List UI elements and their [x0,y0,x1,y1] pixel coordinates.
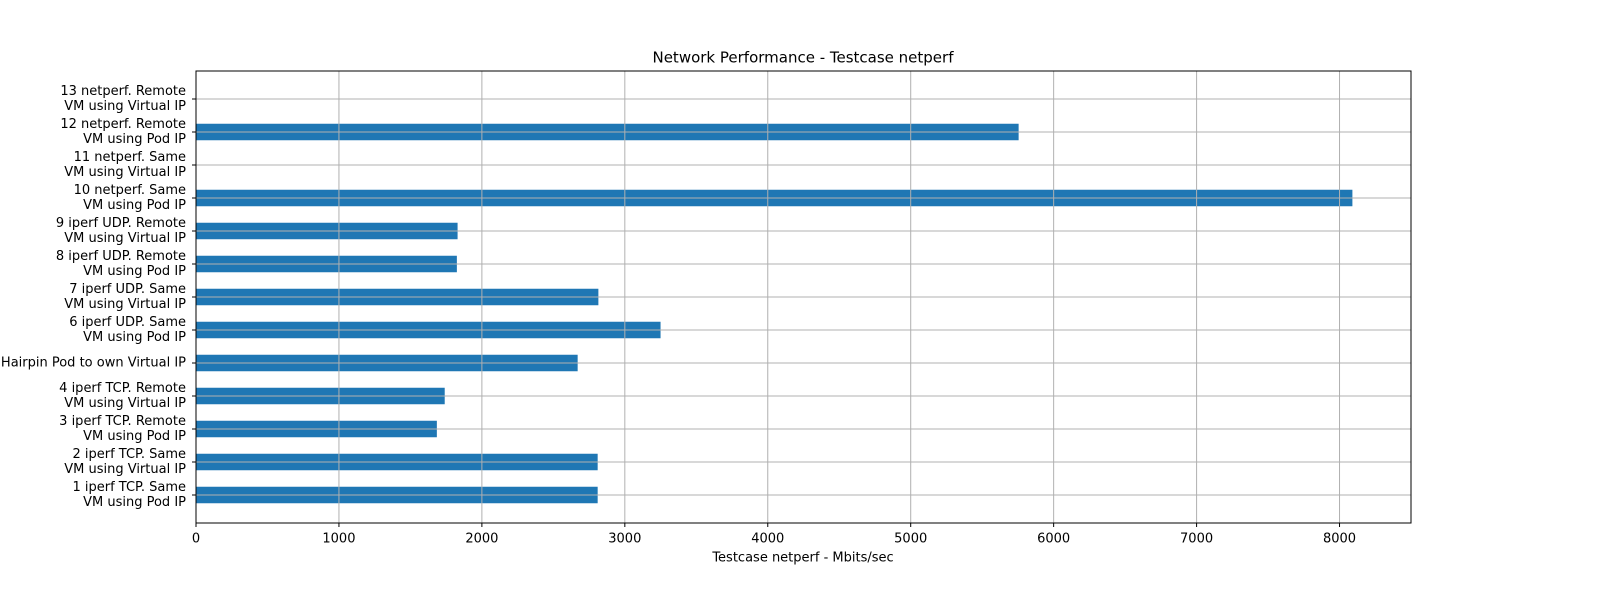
y-tick-label: 1 iperf TCP. Same VM using Pod IP [72,480,186,510]
x-tick-label: 1000 [322,532,355,547]
y-tick-label: 11 netperf. Same VM using Virtual IP [64,150,186,180]
y-tick-label: 4 iperf TCP. Remote VM using Virtual IP [59,381,186,411]
y-tick-label: 8 iperf UDP. Remote VM using Pod IP [55,249,186,279]
x-tick-label: 4000 [751,532,784,547]
chart-title: Network Performance - Testcase netperf [652,49,954,67]
y-tick-label: 12 netperf. Remote VM using Pod IP [60,117,186,147]
x-axis-label: Testcase netperf - Mbits/sec [711,551,893,566]
x-tick-label: 3000 [608,532,641,547]
y-tick-label: 13 netperf. Remote VM using Virtual IP [60,84,186,114]
x-tick-label: 7000 [1180,532,1213,547]
x-tick-label: 5000 [894,532,927,547]
y-tick-label: 5 Hairpin Pod to own Virtual IP [0,355,186,371]
x-tick-label: 6000 [1037,532,1070,547]
y-tick-label: 10 netperf. Same VM using Pod IP [73,183,186,213]
y-tick-label: 2 iperf TCP. Same VM using Virtual IP [64,447,186,477]
x-tick-label: 8000 [1323,532,1356,547]
plot-frame [195,70,1412,524]
y-tick-label: 9 iperf UDP. Remote VM using Virtual IP [55,216,186,246]
x-tick-label: 0 [192,532,200,547]
x-tick-label: 2000 [465,532,498,547]
y-tick-label: 6 iperf UDP. Same VM using Pod IP [69,315,186,345]
y-tick-label: 7 iperf UDP. Same VM using Virtual IP [64,282,186,312]
y-tick-label: 3 iperf TCP. Remote VM using Pod IP [59,414,186,444]
